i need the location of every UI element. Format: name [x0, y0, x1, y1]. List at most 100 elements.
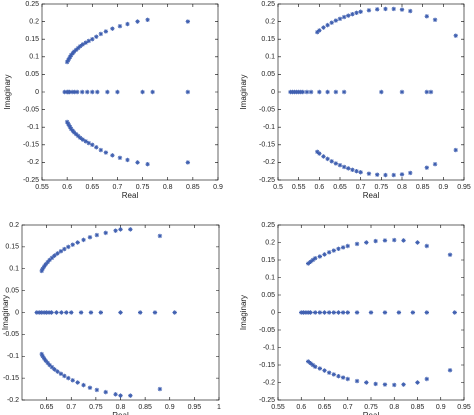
x-tick-label: 0.75 [375, 184, 389, 191]
point [308, 89, 314, 95]
x-tick-label: 0.55 [35, 184, 49, 191]
point [103, 150, 109, 155]
x-tick-label: 0.95 [188, 404, 202, 411]
point [157, 233, 163, 239]
point [95, 89, 100, 95]
point [44, 310, 49, 315]
point [375, 172, 380, 177]
point [98, 31, 104, 37]
y-tick-label: -0.1 [263, 124, 275, 131]
point [364, 380, 369, 385]
point [80, 89, 85, 95]
point [383, 6, 388, 12]
point [354, 169, 359, 174]
point [62, 373, 67, 379]
y-tick-label: 0.05 [5, 287, 19, 294]
point [373, 238, 378, 244]
panel: 0.65 0.7 0.75 0.8 0.85 0.9 0.95 1 -0.2 -0.15 -0.1 -… [1, 222, 221, 415]
point [326, 310, 332, 315]
point [67, 125, 73, 130]
point [424, 89, 429, 95]
point [41, 356, 47, 361]
point [313, 256, 318, 261]
point [345, 310, 350, 315]
point [337, 16, 343, 21]
point [72, 89, 77, 95]
y-tick-label: 0.05 [261, 71, 275, 78]
point [46, 310, 52, 315]
point [78, 135, 83, 140]
point [392, 382, 397, 388]
point [90, 89, 95, 95]
point [128, 393, 133, 398]
point [341, 164, 347, 170]
y-tick-label: 0.15 [25, 36, 39, 43]
y-tick-label: 0 [35, 89, 39, 96]
x-tick-label: 0.7 [113, 184, 123, 191]
point [49, 364, 55, 370]
panel: 0.55 0.6 0.65 0.7 0.75 0.8 0.85 0.9 0.95 -0.25 -0.… [239, 222, 471, 415]
point [70, 378, 75, 383]
point [128, 227, 133, 232]
y-tick-label: 0.25 [261, 222, 275, 229]
point [65, 58, 71, 63]
point [40, 354, 45, 359]
point [313, 364, 318, 369]
point [333, 18, 339, 23]
point [62, 246, 67, 252]
point [70, 242, 75, 247]
point [452, 310, 457, 315]
point [391, 6, 396, 12]
point [103, 29, 109, 34]
point [66, 123, 72, 128]
point [94, 232, 100, 238]
x-tick-label: 0.75 [136, 184, 150, 191]
point [135, 19, 140, 24]
point [118, 227, 123, 232]
y-tick-label: 0.05 [25, 71, 39, 78]
y-tick-label: -0.05 [3, 331, 19, 338]
point [150, 89, 155, 95]
point [83, 40, 88, 45]
point [81, 382, 86, 388]
point [66, 244, 71, 250]
point [113, 392, 118, 397]
point [172, 310, 177, 315]
point [341, 14, 347, 20]
y-tick-label: 0.15 [5, 244, 19, 251]
point [87, 385, 93, 390]
x-tick-label: 0.85 [138, 404, 152, 411]
point [453, 147, 458, 153]
point [125, 21, 130, 27]
y-tick-label: -0.15 [23, 142, 39, 149]
x-tick-label: 0.85 [186, 184, 200, 191]
point [350, 167, 355, 172]
point [401, 382, 406, 387]
point [87, 235, 93, 240]
x-axis-label: Real [122, 191, 139, 200]
point [340, 245, 346, 250]
point [73, 47, 79, 52]
point [432, 161, 438, 167]
y-tick-label: 0.15 [261, 36, 275, 43]
point [337, 163, 343, 168]
y-tick-label: -0.2 [263, 379, 275, 386]
point [37, 310, 42, 315]
point [333, 161, 339, 166]
y-tick-label: 0.2 [9, 222, 19, 229]
y-tick-label: -0.1 [7, 353, 19, 360]
point [424, 14, 429, 19]
point [366, 171, 372, 176]
point [415, 240, 420, 245]
point [39, 268, 44, 274]
point [118, 393, 123, 398]
x-axis-label: Real [112, 411, 129, 415]
x-tick-label: 0.8 [116, 404, 126, 411]
point [55, 251, 60, 256]
point [317, 89, 322, 95]
y-tick-label: -0.1 [263, 344, 275, 351]
y-tick-label: -0.2 [7, 397, 19, 404]
y-tick-label: 0.15 [261, 257, 275, 264]
point [358, 170, 363, 175]
point [396, 310, 402, 315]
